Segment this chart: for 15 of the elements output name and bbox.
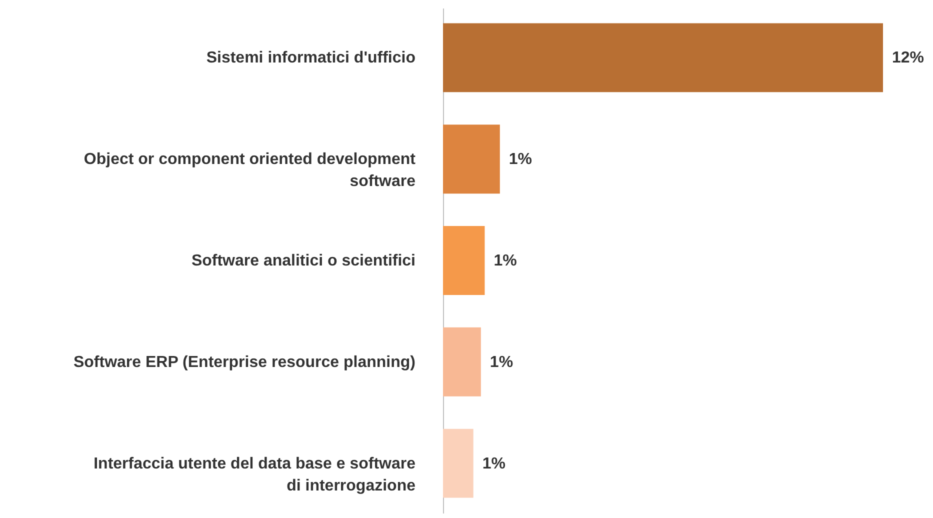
y-tick-label: Sistemi informatici d'ufficio xyxy=(206,50,416,67)
data-label: 1% xyxy=(482,455,506,472)
bar xyxy=(443,226,485,295)
data-label: 1% xyxy=(490,354,514,371)
data-label: 1% xyxy=(494,252,517,270)
y-tick-label: Software ERP (Enterprise resource planning) xyxy=(73,354,416,371)
bar xyxy=(443,327,481,396)
y-tick-label: Interfaccia utente del data base e software di interrogazione xyxy=(94,455,416,494)
y-tick-label: Object or component oriented development software xyxy=(84,151,416,190)
data-label: 12% xyxy=(892,50,924,67)
y-tick-label: Software analitici o scientifici xyxy=(191,252,416,270)
bar xyxy=(443,23,883,92)
data-label: 1% xyxy=(508,151,532,168)
bar xyxy=(443,428,474,498)
bar xyxy=(443,124,500,194)
